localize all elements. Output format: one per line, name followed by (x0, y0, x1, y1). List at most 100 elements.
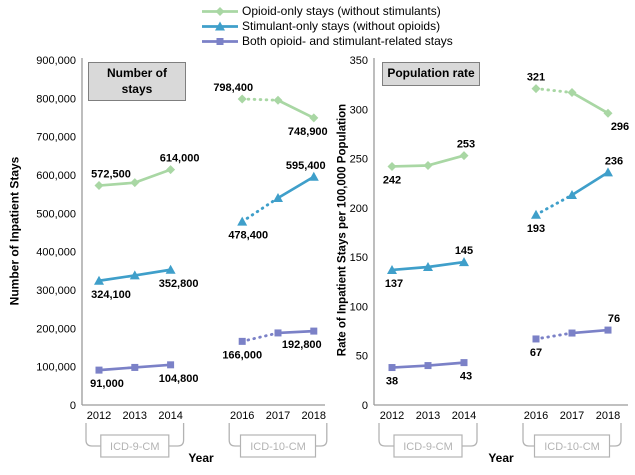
data-label: 193 (527, 223, 545, 235)
icd-label: ICD-9-CM (403, 441, 453, 453)
y-tick-label: 500,000 (36, 208, 76, 220)
y-tick-label: 0 (362, 400, 368, 412)
triangle-marker (165, 264, 176, 274)
panel-0: 0 100,000 200,000 300,000 400,000 500,000 600,… (36, 55, 328, 458)
data-label: 748,900 (288, 126, 328, 138)
y-tick-label: 100,000 (36, 362, 76, 374)
data-label: 595,400 (286, 160, 326, 172)
data-label: 145 (455, 245, 473, 257)
diamond-marker (215, 6, 225, 16)
series-line-dotted (240, 97, 280, 102)
data-label: 137 (385, 278, 403, 290)
x-axis-title-right: Year (488, 451, 514, 465)
diamond-marker (94, 181, 104, 191)
legend-swatch-both-icon (202, 37, 238, 45)
diamond-marker (603, 108, 613, 118)
square-marker (238, 337, 246, 345)
data-label: 236 (605, 155, 623, 167)
triangle-marker (308, 171, 319, 181)
series-1: 324,100 352,800 478,400 595,400 (91, 160, 326, 301)
data-label: 192,800 (282, 339, 322, 351)
diamond-marker (273, 95, 283, 105)
x-tick-label: 2016 (524, 410, 548, 422)
icd-label-box (393, 434, 463, 458)
triangle-marker (215, 21, 225, 30)
square-marker (274, 329, 282, 337)
x-tick-label: 2013 (123, 410, 147, 422)
series-2: 91,000 104,800 166,000 192,800 (90, 327, 322, 390)
data-label: 324,100 (91, 289, 131, 301)
diamond-marker (387, 161, 397, 171)
x-tick-label: 2017 (560, 410, 584, 422)
series-line-dotted (240, 331, 280, 343)
diamond-marker (309, 113, 319, 123)
y-axis-title-left: Number of Inpatient Stays (7, 156, 22, 306)
series-line-solid (276, 329, 316, 335)
panel-title-number-of-stays: Number of stays (88, 62, 186, 102)
data-label: 76 (608, 313, 620, 325)
panel-title-population-rate: Population rate (382, 62, 480, 86)
triangle-marker (237, 216, 248, 226)
y-tick-label: 600,000 (36, 170, 76, 182)
diamond-marker (130, 178, 140, 188)
series-line-solid (276, 98, 316, 120)
square-marker (310, 327, 318, 335)
data-label: 67 (530, 347, 542, 359)
x-tick-label: 2016 (230, 410, 254, 422)
square-marker (568, 329, 576, 337)
y-tick-label: 300 (350, 104, 368, 116)
data-label: 296 (611, 121, 629, 133)
triangle-marker (567, 190, 577, 200)
data-label: 478,400 (228, 230, 268, 242)
x-tick-label: 2012 (380, 410, 404, 422)
series-line-solid (276, 175, 316, 200)
diamond-marker (237, 94, 247, 104)
legend-item-both: Both opioid- and stimulant-related stays (201, 34, 453, 48)
data-label: 572,500 (91, 169, 131, 181)
y-tick-label: 800,000 (36, 93, 76, 105)
x-tick-label: 2017 (266, 410, 290, 422)
series-line-dotted (534, 193, 574, 217)
icd-label: ICD-10-CM (544, 441, 600, 453)
data-label: 321 (527, 72, 545, 84)
legend-item-opioid-only: Opioid-only stays (without stimulants) (201, 4, 453, 18)
diamond-marker (531, 84, 541, 94)
data-label: 91,000 (90, 378, 124, 390)
series-line-solid (570, 171, 610, 197)
series-2: 38 43 67 76 (386, 313, 620, 387)
data-label: 798,400 (213, 82, 253, 94)
data-label: 614,000 (160, 153, 200, 165)
diamond-marker (166, 165, 176, 175)
data-label: 166,000 (222, 349, 262, 361)
legend-label-stimulant-only: Stimulant-only stays (without opioids) (242, 19, 441, 33)
triangle-marker (531, 209, 541, 219)
diamond-marker (567, 88, 577, 98)
data-label: 352,800 (159, 278, 199, 290)
data-label: 242 (383, 174, 401, 186)
y-tick-label: 250 (350, 154, 368, 166)
data-label: 104,800 (159, 373, 199, 385)
icd-label-box (239, 434, 317, 458)
y-tick-label: 700,000 (36, 132, 76, 144)
series-1: 137 145 193 236 (385, 155, 623, 290)
y-tick-label: 200 (350, 203, 368, 215)
square-marker (216, 37, 224, 45)
square-marker (95, 366, 103, 374)
triangle-marker (129, 270, 140, 280)
diamond-marker (423, 160, 433, 170)
series-line-dotted (534, 331, 574, 341)
x-axis-title-left: Year (188, 451, 214, 465)
triangle-marker (423, 262, 433, 271)
series-line-dotted (240, 196, 280, 224)
square-marker (388, 364, 396, 372)
icd-label-box (100, 434, 170, 458)
data-label: 38 (386, 376, 398, 388)
chart-legend: Opioid-only stays (without stimulants) S… (201, 4, 453, 48)
y-tick-label: 100 (350, 301, 368, 313)
icd-label: ICD-10-CM (250, 441, 306, 453)
x-tick-label: 2013 (416, 410, 440, 422)
y-tick-label: 350 (350, 55, 368, 67)
x-tick-label: 2018 (302, 410, 326, 422)
